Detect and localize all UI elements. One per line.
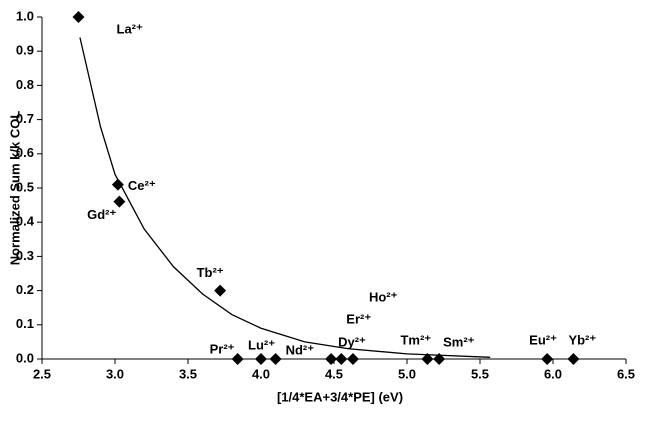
y-tick-label: 0.0: [16, 350, 34, 365]
point: [270, 353, 282, 365]
x-tick-label: 5.0: [398, 366, 416, 381]
x-tick-label: 6.0: [544, 366, 562, 381]
point-label: Nd²⁺: [286, 342, 315, 357]
x-tick-label: 4.0: [252, 366, 270, 381]
point-label: Tm²⁺: [400, 332, 431, 347]
point: [541, 353, 553, 365]
point: [325, 353, 337, 365]
point-label: Eu²⁺: [529, 332, 557, 347]
y-tick-label: 1.0: [16, 8, 34, 23]
y-tick-label: 0.4: [16, 214, 35, 229]
point-label: Er²⁺: [346, 311, 371, 326]
point-label: Tb²⁺: [197, 265, 224, 280]
point: [255, 353, 267, 365]
point: [73, 11, 85, 23]
point-label: Ce²⁺: [128, 178, 156, 193]
point-label: Lu²⁺: [248, 337, 275, 352]
x-axis-title: [1/4*EA+3/4*PE] (eV): [277, 389, 403, 404]
point-label: Sm²⁺: [443, 334, 475, 349]
x-tick-label: 3.5: [179, 366, 197, 381]
point-label: La²⁺: [117, 21, 144, 36]
point: [335, 353, 347, 365]
point: [567, 353, 579, 365]
y-tick-label: 0.8: [16, 77, 34, 92]
y-tick-label: 0.2: [16, 282, 34, 297]
x-tick-label: 3.0: [106, 366, 124, 381]
point: [214, 285, 226, 297]
point-label: Yb²⁺: [568, 332, 596, 347]
y-tick-label: 0.3: [16, 248, 34, 263]
y-tick-label: 0.1: [16, 316, 34, 331]
point-label: Pr²⁺: [210, 341, 235, 356]
y-tick-label: 0.7: [16, 111, 34, 126]
point-label: Ho²⁺: [369, 289, 398, 304]
point: [347, 353, 359, 365]
y-tick-label: 0.9: [16, 43, 34, 58]
x-tick-label: 4.5: [325, 366, 343, 381]
x-tick-label: 2.5: [33, 366, 51, 381]
point-label: Gd²⁺: [87, 207, 116, 222]
y-tick-label: 0.5: [16, 179, 34, 194]
point: [113, 196, 125, 208]
x-tick-label: 6.5: [617, 366, 635, 381]
fit-curve: [80, 38, 490, 358]
y-tick-label: 0.6: [16, 145, 34, 160]
x-tick-label: 5.5: [471, 366, 489, 381]
